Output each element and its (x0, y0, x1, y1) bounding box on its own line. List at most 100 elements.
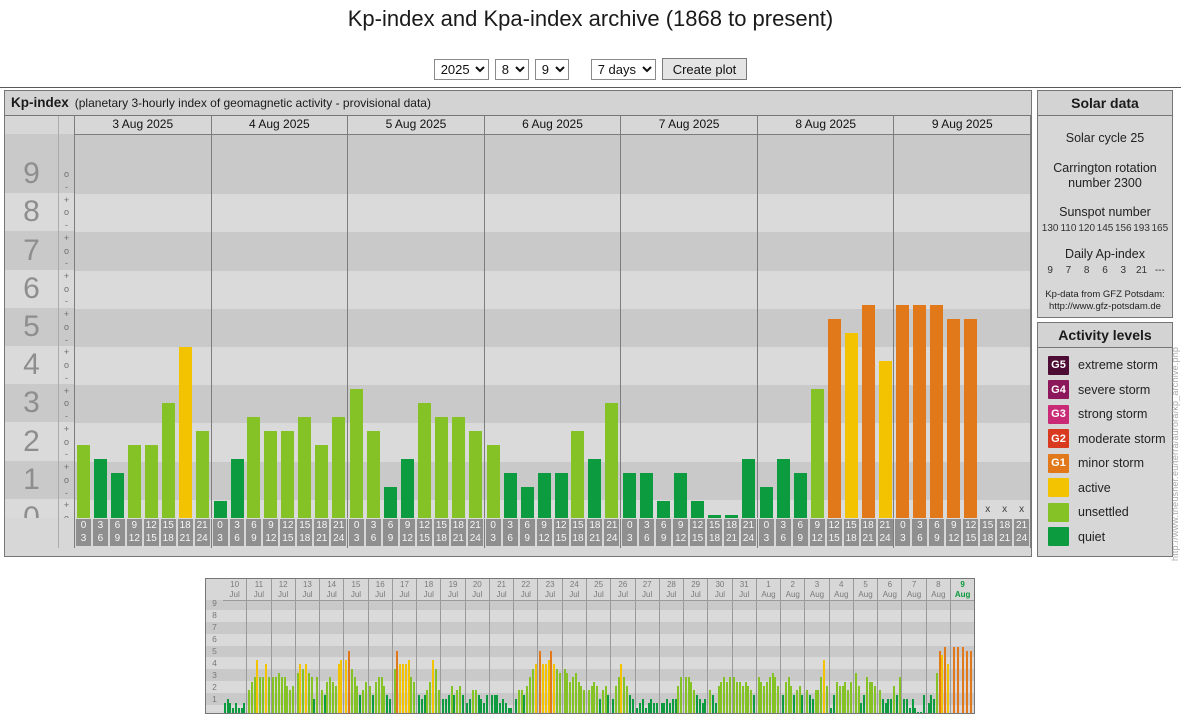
overview-y-number-9: 9 (212, 600, 217, 609)
overview-day-6-Aug: 6 Aug (878, 579, 903, 713)
overview-kp-bar (456, 690, 459, 713)
overview-day-bars (878, 601, 901, 713)
kp-bar (110, 473, 124, 519)
overview-days: 10 Jul 11 Jul 12 Jul 13 Jul 14 Jul 15 Jul 16 Jul 17 Jul… (223, 579, 975, 713)
overview-day-header: 31 Jul (732, 579, 756, 601)
overview-kp-bar (496, 694, 499, 713)
kp-bar (844, 333, 858, 519)
legend-label: strong storm (1078, 407, 1148, 422)
kp-date-header-row: 3 Aug 2025 4 Aug 2025 5 Aug 2025 6 Aug 2025… (75, 116, 1030, 135)
overview-kp-bar (930, 694, 933, 713)
kp-band-1 (206, 693, 223, 706)
overview-day-13-Jul: 13 Jul (295, 579, 321, 713)
solar-cycle: Solar cycle 25 (1065, 131, 1145, 145)
kp-bar (503, 473, 517, 519)
kp-slot (860, 135, 877, 519)
overview-day-bars (805, 601, 828, 713)
kp-bar (913, 305, 927, 519)
overview-kp-bar (574, 672, 577, 713)
hour-label: 18 21 (450, 519, 466, 547)
overview-kp-bar (374, 681, 377, 713)
overview-kp-bar (345, 659, 348, 713)
overview-kp-bar (757, 677, 760, 713)
overview-day-23-Jul: 23 Jul (538, 579, 563, 713)
overview-day-bars (902, 601, 925, 713)
kp-slot (553, 135, 570, 519)
kp-slot (826, 135, 843, 519)
kp-band-7 (59, 231, 74, 270)
overview-kp-bar (302, 668, 305, 713)
kp-bar (400, 459, 414, 519)
range-select[interactable]: 7 days (590, 58, 656, 80)
overview-day-header: 28 Jul (659, 579, 684, 601)
overview-day-5-Aug: 5 Aug (853, 579, 879, 713)
day-select[interactable]: 9 (534, 58, 569, 80)
overview-day-bars (660, 601, 683, 713)
overview-kp-bar (771, 672, 774, 713)
ap-value: --- (1154, 265, 1165, 276)
overview-kp-bar (941, 655, 944, 713)
sunspot-value: 120 (1078, 223, 1096, 234)
overview-day-9-Aug: 9 Aug (950, 579, 975, 713)
overview-kp-bar (544, 664, 547, 713)
overview-day-header: 15 Jul (344, 579, 368, 601)
kp-band-5 (206, 645, 223, 658)
kp-bar (230, 459, 244, 519)
legend-swatch-quiet (1048, 527, 1069, 547)
kp-slot (586, 135, 603, 519)
overview-kp-bar (514, 699, 517, 713)
kp-subtick: + (63, 232, 70, 243)
overview-y-number-2: 2 (212, 681, 217, 692)
kp-slot (262, 135, 279, 519)
kp-bar (878, 361, 892, 519)
hour-label: 9 12 (673, 519, 689, 547)
kp-subtick: - (65, 258, 68, 269)
year-select[interactable]: 2025 (433, 58, 489, 80)
kp-slot (928, 135, 945, 519)
overview-kp-bar (429, 681, 432, 713)
legend-swatch-G5: G5 (1048, 355, 1069, 375)
overview-kp-bar (836, 681, 839, 713)
kp-bar (896, 305, 910, 519)
overview-day-header: 16 Jul (368, 579, 392, 601)
overview-day-10-Jul: 10 Jul (223, 579, 248, 713)
solar-data-title: Solar data (1038, 91, 1172, 116)
overview-kp-bar (326, 681, 329, 713)
overview-kp-bar (388, 699, 391, 713)
overview-kp-bar (808, 694, 811, 713)
kp-slot (672, 135, 689, 519)
overview-day-bars (830, 601, 853, 713)
kp-plot-area: 3 Aug 2025 4 Aug 2025 5 Aug 2025 6 Aug 2025… (75, 116, 1031, 548)
overview-kp-bar (871, 681, 874, 713)
month-select[interactable]: 8 (494, 58, 529, 80)
overview-kp-bar (857, 686, 860, 713)
overview-kp-bar (908, 707, 911, 713)
overview-kp-bar (944, 646, 947, 713)
kp-slot (450, 135, 467, 519)
overview-kp-bar (674, 699, 677, 713)
overview-day-header: 5 Aug (853, 579, 878, 601)
overview-kp-bar (571, 677, 574, 713)
create-plot-button[interactable]: Create plot (661, 58, 748, 80)
overview-y-number-6: 6 (212, 634, 217, 645)
legend-label: minor storm (1078, 456, 1144, 471)
overview-kp-bar (383, 686, 386, 713)
kp-bar (213, 501, 227, 519)
kp-subtick: + (63, 385, 70, 396)
kp-bar (315, 445, 329, 519)
kp-band-9 (223, 600, 974, 610)
kp-day-column (485, 134, 622, 519)
overview-kp-bar (353, 677, 356, 713)
overview-day-header: 25 Jul (586, 579, 611, 601)
overview-kp-bar (680, 677, 683, 713)
kp-y-axis-subticks: o + - o + - o + - o + - o + - o + - o + - o + - o + - o (59, 116, 75, 548)
overview-kp-bar (933, 699, 936, 713)
overview-kp-bar (359, 694, 362, 713)
kp-band-5 (59, 307, 74, 347)
